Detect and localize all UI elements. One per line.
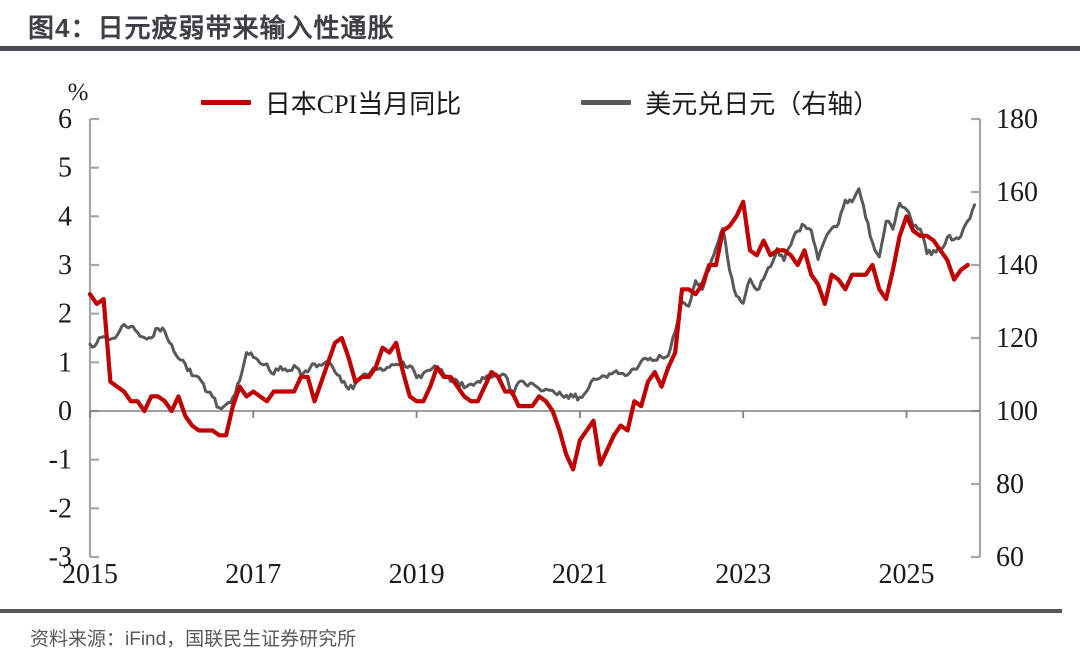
left-axis-tick-label: -2 [49,493,72,524]
legend-item-usdjpy: 美元兑日元（右轴） [581,84,879,121]
right-axis-tick-label: 120 [996,323,1038,354]
left-axis-tick-label: 1 [58,347,72,378]
source-note: 资料来源：iFind，国联民生证券研究所 [30,629,357,650]
right-axis-tick-label: 100 [996,396,1038,427]
legend-label-usdjpy: 美元兑日元（右轴） [645,90,880,119]
left-axis-tick-label: 2 [58,299,72,330]
right-axis-tick-label: 80 [996,469,1024,500]
x-axis-tick-label: 2025 [879,559,935,590]
left-axis-tick-label: -3 [49,542,72,573]
title-underline [0,46,1080,51]
left-axis-tick-label: 3 [58,250,72,281]
cpi-line-swatch [200,100,251,105]
right-axis-tick-label: 180 [996,104,1038,135]
right-axis-tick-label: 140 [996,250,1038,281]
chart-legend: 日本CPI当月同比 美元兑日元（右轴） [0,84,1080,121]
right-axis-tick-label: 60 [996,542,1024,573]
left-axis-tick-label: 6 [58,104,72,135]
x-axis-tick-label: 2021 [552,559,608,590]
figure-title: 图4：日元疲弱带来输入性通胀 [28,13,395,43]
usdjpy-line-swatch [581,100,632,105]
right-axis-tick-label: 160 [996,177,1038,208]
x-axis-tick-label: 2017 [225,559,281,590]
left-axis-tick-label: -1 [49,445,72,476]
left-axis-tick-label: 5 [58,153,72,184]
left-axis-tick-label: 0 [58,396,72,427]
cpi-line-series [87,199,970,472]
x-axis-tick-label: 2019 [389,559,445,590]
x-axis-tick-label: 2023 [715,559,771,590]
usdjpy-line-series [88,187,977,411]
x-axis-tick-label: 2015 [62,559,118,590]
left-axis-unit-label: % [68,79,89,106]
bottom-divider [0,609,1062,613]
legend-label-cpi: 日本CPI当月同比 [264,90,462,119]
legend-item-cpi: 日本CPI当月同比 [200,84,462,121]
left-axis-tick-label: 4 [58,201,72,232]
